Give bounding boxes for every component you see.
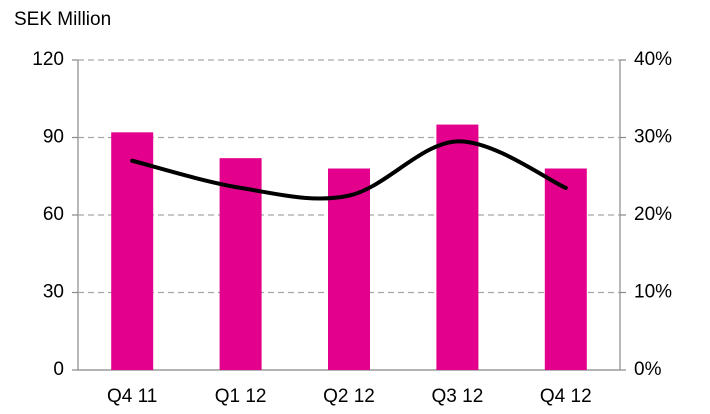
y2-tick-label: 20%: [634, 204, 672, 225]
y-tick-label: 120: [32, 49, 64, 70]
bar: [328, 168, 370, 370]
line: [130, 139, 568, 201]
y2-tick-label: 40%: [634, 49, 672, 70]
y2-tick-label: 10%: [634, 282, 672, 303]
x-tick-label: Q4 11: [107, 386, 157, 407]
y-tick-label: 30: [43, 282, 64, 303]
x-tick-label: Q4 12: [540, 386, 592, 407]
bar: [544, 168, 587, 370]
bar: [111, 132, 154, 370]
x-tick-label: Q3 12: [432, 386, 484, 407]
y-axis-title: SEK Million: [14, 9, 111, 30]
y2-tick-label: 30%: [634, 127, 672, 148]
bar: [436, 124, 479, 370]
y-tick-label: 90: [43, 127, 64, 148]
y-tick-label: 0: [53, 359, 64, 380]
bar: [219, 158, 262, 370]
y-tick-label: 60: [43, 204, 64, 225]
y2-tick-label: 0%: [634, 359, 662, 380]
x-tick-label: Q1 12: [215, 386, 267, 407]
x-tick-label: Q2 12: [323, 386, 375, 407]
